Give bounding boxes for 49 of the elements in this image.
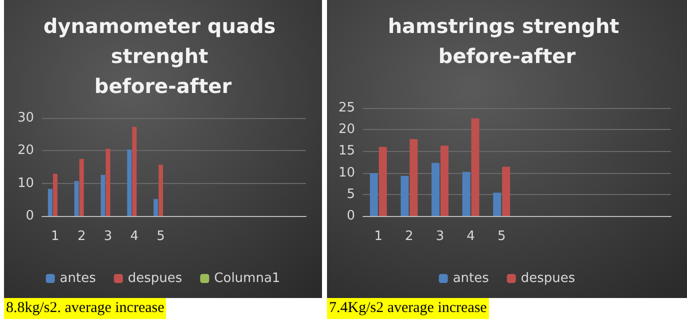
bar [132,126,137,216]
x-tick-label: 1 [51,229,60,244]
chart-title: hamstrings strenght before-after [388,14,626,68]
bar [127,150,132,216]
text: 7.4Kg/s2 average increase [327,298,489,319]
bar [493,192,502,216]
bar [158,164,164,216]
legend-label: despues [520,271,576,286]
x-tick-label: 1 [374,229,383,244]
x-tick-label: 5 [497,229,506,244]
bar [370,173,378,216]
bar [471,118,480,216]
bar [400,176,409,216]
y-tick-label: 20 [338,122,355,138]
bar [100,174,106,216]
x-tick-label: 3 [104,229,112,244]
bar [48,188,52,216]
x-tick-label: 2 [77,229,86,244]
bar [74,181,79,216]
y-tick-label: 30 [17,110,34,126]
y-tick-label: 10 [17,176,34,191]
bar [79,158,84,216]
legend-label: despues [128,271,182,286]
y-tick-label: 0 [26,208,34,224]
chart-title: dynamometer quads strenght before-after [43,14,283,98]
bar [154,199,158,216]
x-tick-label: 5 [156,229,165,244]
y-tick-label: 5 [346,186,355,202]
bar [502,166,510,216]
bar [440,146,448,216]
bar [106,148,110,216]
bar [410,139,418,216]
x-tick-label: 4 [466,229,475,244]
x-tick-label: 3 [436,229,444,244]
x-tick-label: 4 [130,229,139,244]
y-tick-label: 0 [346,208,355,224]
bar [378,146,387,216]
bar [52,174,58,216]
y-tick-label: 10 [338,165,355,180]
legend-label: Columna1 [214,271,280,286]
bar [462,172,470,216]
y-tick-label: 20 [17,143,34,158]
text: 8.8kg/s2. average increase [4,298,166,319]
y-tick-label: 15 [338,144,355,159]
bar [432,162,440,216]
y-tick-label: 25 [338,100,355,116]
legend-label: antes [452,271,490,286]
x-tick-label: 2 [405,229,414,244]
legend-label: antes [60,271,96,286]
